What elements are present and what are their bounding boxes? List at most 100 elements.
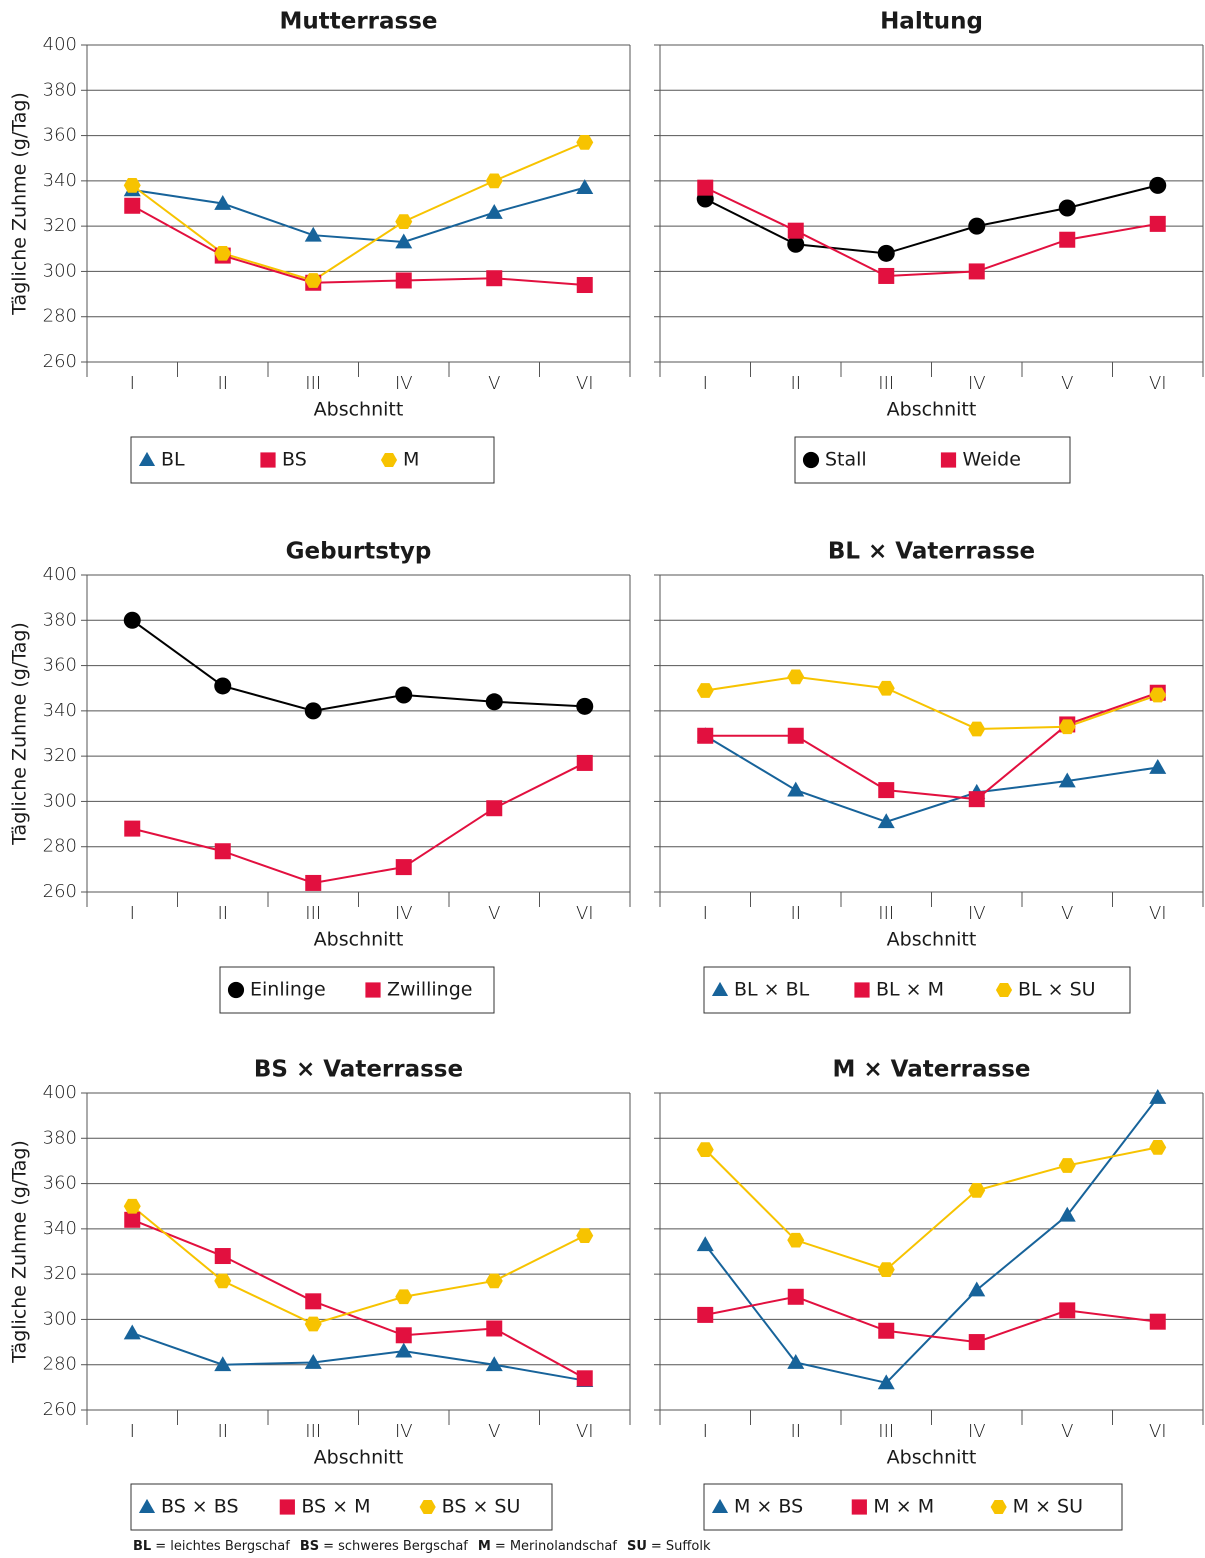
legend-label: M × M xyxy=(873,1496,934,1518)
legend-marker xyxy=(851,1499,867,1515)
marker xyxy=(878,1322,895,1339)
marker xyxy=(485,1273,503,1289)
x-tick-label: V xyxy=(1061,373,1073,394)
y-tick-label: 340 xyxy=(43,700,77,721)
marker xyxy=(696,1142,714,1157)
series-line xyxy=(131,204,585,287)
marker xyxy=(305,1293,322,1310)
marker xyxy=(214,843,231,860)
marker xyxy=(696,683,714,698)
marker xyxy=(877,813,895,829)
x-tick-label: II xyxy=(217,1421,228,1442)
marker xyxy=(1149,687,1167,703)
x-tick-label: I xyxy=(130,903,135,924)
marker xyxy=(576,179,594,195)
marker xyxy=(123,611,141,629)
legend-marker xyxy=(940,452,957,468)
marker xyxy=(486,1320,503,1337)
marker xyxy=(787,781,805,797)
y-tick-label: 380 xyxy=(43,79,77,100)
marker xyxy=(1059,231,1076,248)
marker xyxy=(395,1289,413,1305)
marker xyxy=(304,226,322,242)
y-tick-label: 260 xyxy=(43,1399,77,1420)
x-tick-label: VI xyxy=(1149,1421,1167,1442)
y-tick-label: 280 xyxy=(43,1354,77,1375)
marker xyxy=(395,233,413,249)
marker xyxy=(304,1353,322,1369)
marker xyxy=(968,1334,985,1351)
x-tick-label: II xyxy=(790,1421,801,1442)
y-tick-label: 260 xyxy=(43,351,77,372)
y-tick-label: 360 xyxy=(43,655,77,676)
marker xyxy=(214,1273,232,1289)
x-tick-label: I xyxy=(703,903,708,924)
marker xyxy=(878,267,895,284)
series-line xyxy=(704,184,1158,255)
x-tick-label: IV xyxy=(395,1421,413,1442)
legend-marker xyxy=(365,982,381,998)
marker xyxy=(878,782,895,799)
marker xyxy=(395,686,413,704)
series-line xyxy=(705,675,1159,730)
marker xyxy=(968,791,985,808)
legend-label: Stall xyxy=(825,449,867,471)
x-tick-label: V xyxy=(488,903,500,924)
x-tick-label: V xyxy=(1061,1421,1073,1442)
legend-box xyxy=(130,436,495,484)
footnote-text: = Merinolandschaf xyxy=(495,1539,618,1554)
marker xyxy=(1149,1089,1167,1104)
marker xyxy=(576,1228,594,1244)
x-tick-label: I xyxy=(130,373,135,394)
marker xyxy=(1149,1313,1166,1330)
y-tick-label: 400 xyxy=(43,1082,77,1103)
footnote-text: = leichtes Bergschaf xyxy=(155,1539,290,1554)
marker xyxy=(576,135,594,150)
legend-box xyxy=(130,1483,553,1531)
x-tick-label: I xyxy=(703,1421,708,1442)
legend-label: BL × BL xyxy=(734,979,810,1001)
series-line xyxy=(131,1205,586,1326)
y-tick-label: 300 xyxy=(43,790,77,811)
marker xyxy=(486,270,503,287)
marker xyxy=(123,178,141,193)
legend-label: BS × SU xyxy=(442,1496,521,1518)
y-axis-label: Tägliche Zuhme (g/Tag) xyxy=(9,622,31,846)
y-tick-label: 320 xyxy=(43,1263,77,1284)
y-tick-label: 280 xyxy=(43,306,77,327)
legend-marker xyxy=(990,1500,1007,1514)
x-tick-label: VI xyxy=(1149,903,1167,924)
chart-title: Mutterrasse xyxy=(279,9,437,35)
x-tick-label: IV xyxy=(968,1421,986,1442)
y-axis-label: Tägliche Zuhme (g/Tag) xyxy=(9,92,31,316)
marker xyxy=(214,195,232,210)
footnote-abbr: BS xyxy=(300,1539,319,1554)
series-line xyxy=(132,762,586,884)
marker xyxy=(214,245,232,261)
marker xyxy=(697,179,714,196)
marker xyxy=(395,859,412,876)
marker xyxy=(214,1356,232,1372)
x-tick-label: IV xyxy=(395,903,413,924)
x-tick-label: III xyxy=(878,373,894,394)
series-line xyxy=(704,1146,1158,1271)
series-line xyxy=(704,734,1158,823)
legend-label: Zwillinge xyxy=(387,979,472,1001)
legend-label: M × BS xyxy=(734,1496,803,1518)
legend-marker xyxy=(995,983,1013,997)
marker xyxy=(485,173,503,189)
marker xyxy=(395,1342,413,1358)
x-tick-label: II xyxy=(217,373,228,394)
footnote-abbr: SU xyxy=(627,1539,647,1554)
footnote-text: = Suffolk xyxy=(651,1539,711,1554)
footnote-text: = schweres Bergschaf xyxy=(323,1539,468,1554)
marker xyxy=(395,1327,412,1344)
x-tick-label: IV xyxy=(968,903,986,924)
marker xyxy=(214,1248,231,1265)
x-tick-label: V xyxy=(488,373,500,394)
marker xyxy=(787,727,804,744)
legend-marker xyxy=(419,1500,436,1514)
x-tick-label: V xyxy=(1061,903,1073,924)
marker xyxy=(1058,1206,1076,1222)
